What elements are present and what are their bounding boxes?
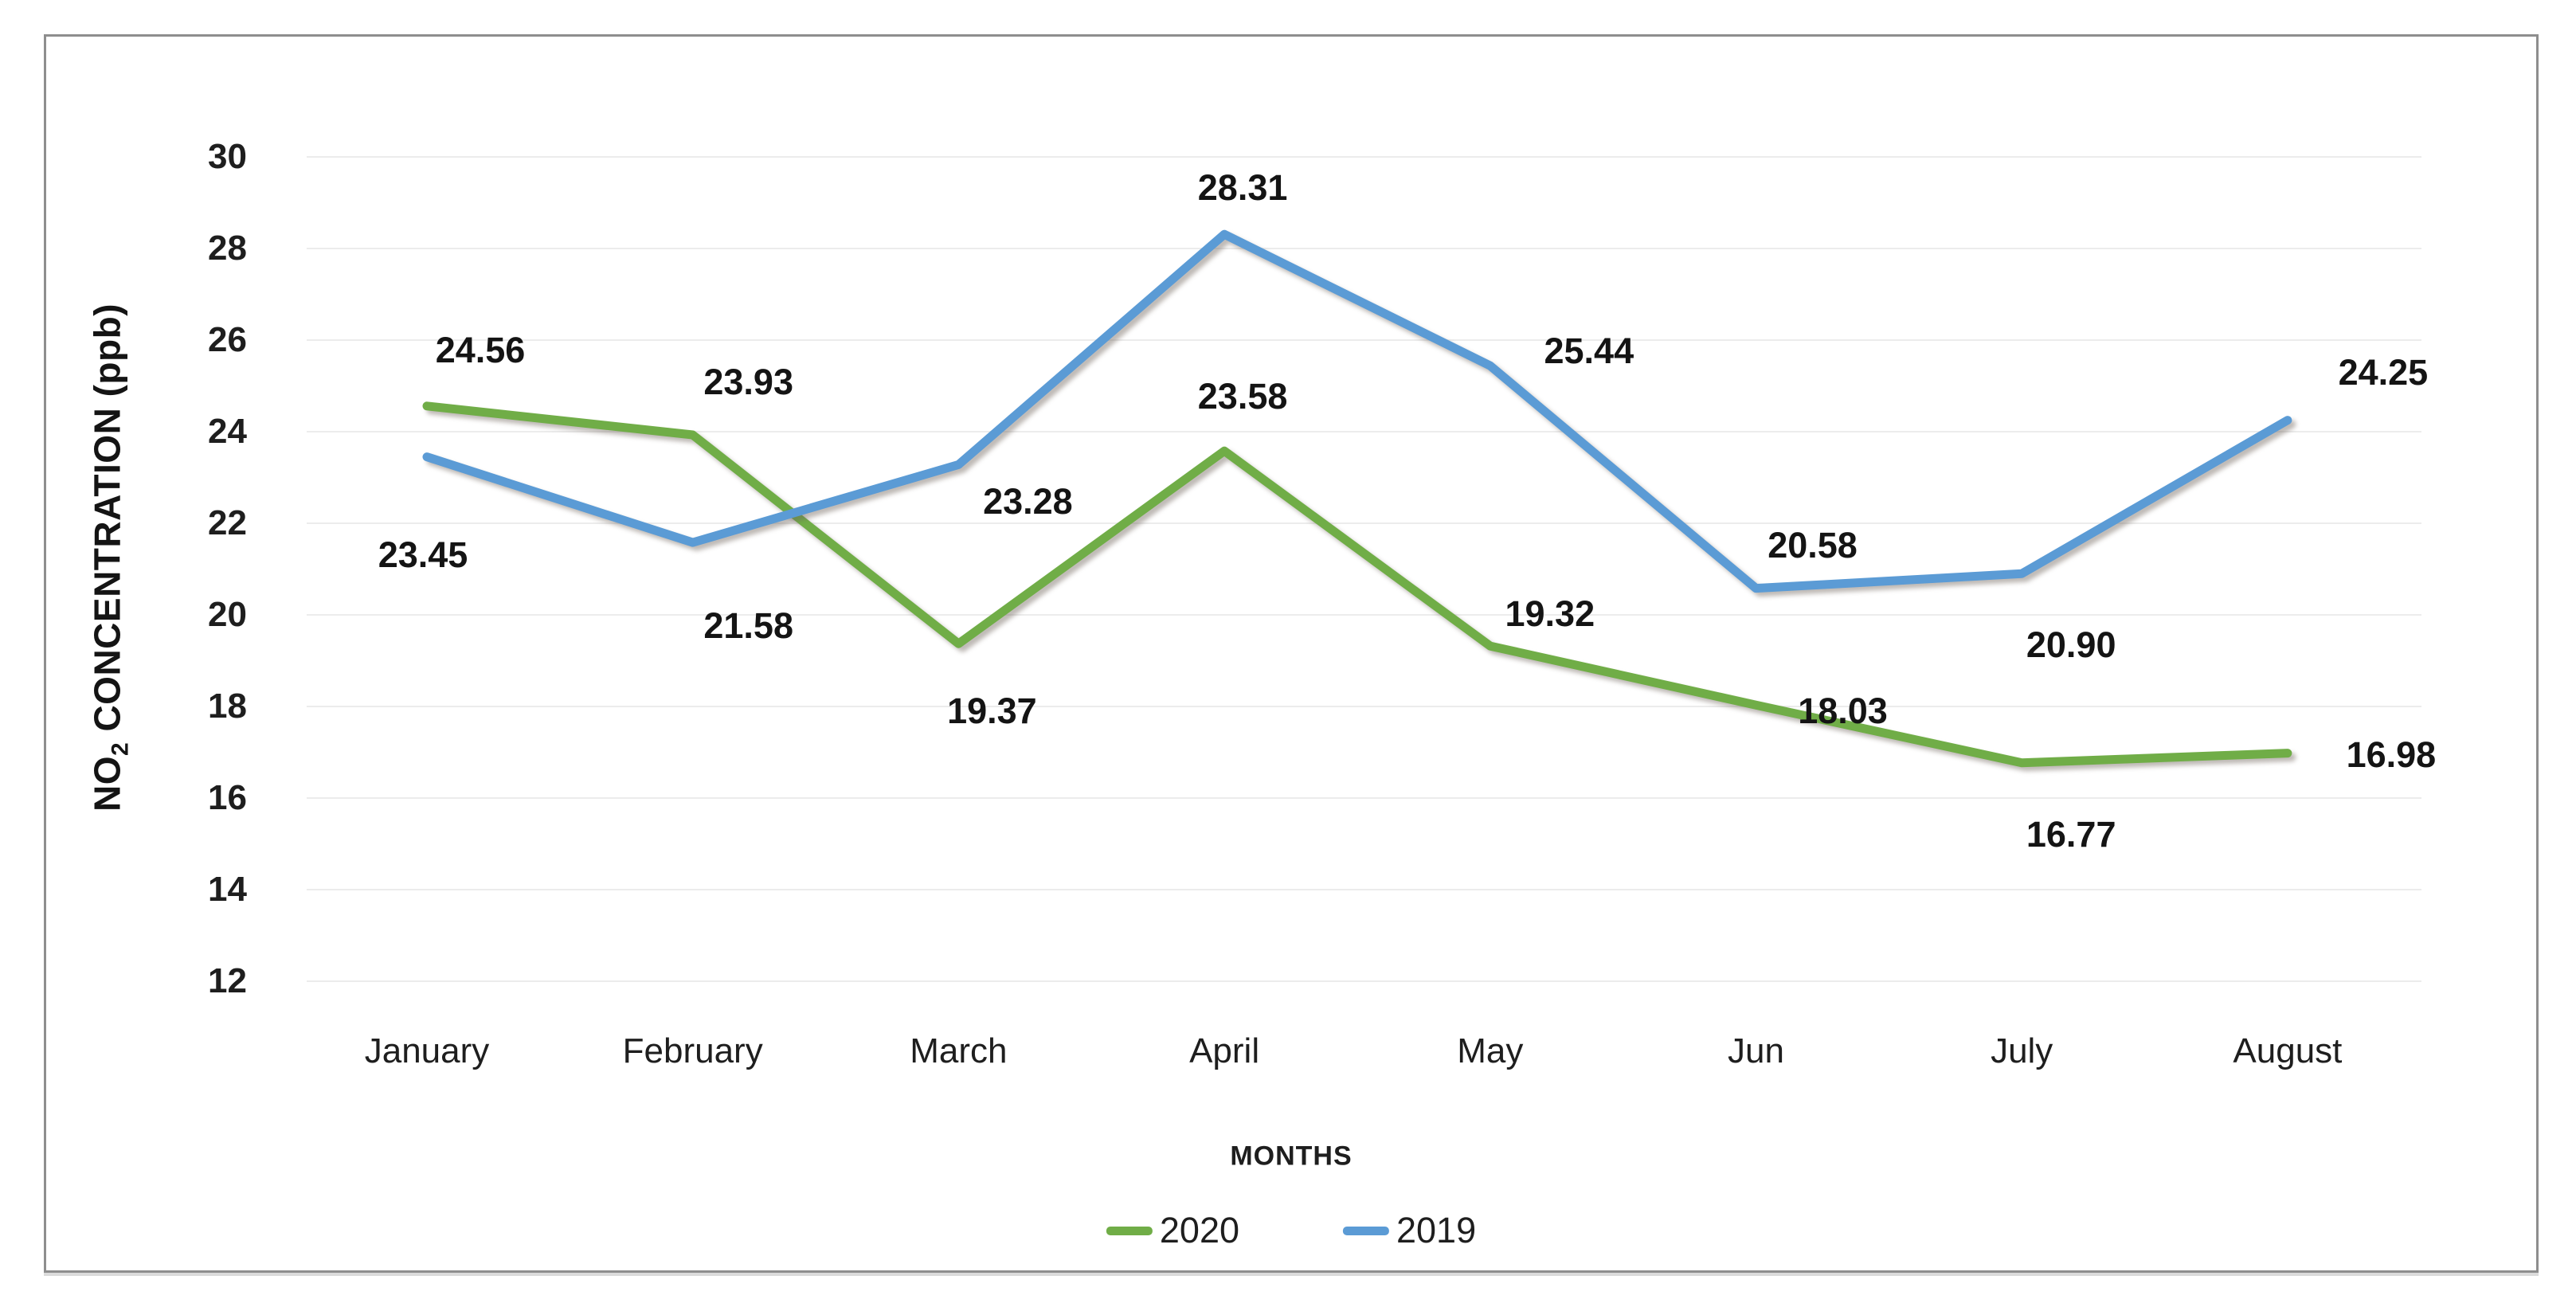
- legend-label-2020: 2020: [1159, 1210, 1239, 1250]
- data-label-2020: 24.56: [435, 329, 526, 370]
- data-label-2019: 20.90: [2026, 624, 2116, 666]
- chart-frame: [44, 34, 2539, 1273]
- y-tick-label: 12: [208, 961, 247, 1000]
- y-tick-label: 20: [208, 595, 247, 634]
- x-tick-label: March: [910, 1031, 1008, 1070]
- data-label-2019: 25.44: [1544, 331, 1634, 372]
- legend-item-2019: 2019: [1343, 1210, 1476, 1251]
- y-tick-label: 28: [208, 229, 247, 268]
- x-tick-label: Jun: [1728, 1031, 1784, 1070]
- y-axis-title: NO2 CONCENTRATION (ppb): [85, 303, 134, 812]
- data-label-2019: 23.28: [983, 481, 1073, 522]
- data-label-2020: 19.37: [947, 691, 1037, 732]
- x-tick-label: April: [1189, 1031, 1260, 1070]
- data-label-2020: 16.98: [2346, 734, 2437, 775]
- y-tick-label: 26: [208, 320, 247, 359]
- legend-item-2020: 2020: [1106, 1210, 1239, 1251]
- series-line-2020: [422, 401, 2292, 768]
- data-label-2019: 23.45: [378, 534, 468, 575]
- y-axis-title-subscript: 2: [107, 742, 134, 757]
- y-axis-title-prefix: NO: [86, 756, 128, 812]
- y-tick-label: 22: [208, 503, 247, 542]
- y-tick-label: 30: [208, 137, 247, 176]
- x-tick-label: May: [1457, 1031, 1524, 1070]
- y-tick-label: 18: [208, 687, 247, 726]
- legend: 2020 2019: [1106, 1210, 1476, 1251]
- x-axis-title: MONTHS: [1230, 1141, 1353, 1172]
- data-label-2019: 21.58: [703, 605, 793, 647]
- data-label-2020: 19.32: [1505, 593, 1595, 635]
- data-label-2020: 16.77: [2026, 813, 2116, 855]
- data-label-2020: 18.03: [1798, 691, 1888, 732]
- data-label-2019: 28.31: [1197, 167, 1288, 209]
- legend-label-2019: 2019: [1396, 1210, 1477, 1250]
- x-tick-label: July: [1991, 1031, 2053, 1070]
- data-label-2020: 23.58: [1197, 376, 1288, 417]
- series-line-2019: [422, 229, 2292, 593]
- legend-swatch-2019: [1343, 1226, 1389, 1235]
- y-axis-title-suffix: CONCENTRATION (ppb): [86, 303, 128, 742]
- data-label-2019: 20.58: [1768, 524, 1858, 565]
- y-tick-label: 24: [208, 412, 247, 451]
- legend-swatch-2020: [1106, 1226, 1153, 1235]
- data-label-2019: 24.25: [2338, 351, 2429, 393]
- x-tick-label: August: [2233, 1031, 2343, 1070]
- y-tick-label: 14: [208, 870, 247, 909]
- y-tick-label: 16: [208, 778, 247, 817]
- x-tick-label: January: [364, 1031, 490, 1070]
- x-tick-label: February: [622, 1031, 763, 1070]
- data-label-2020: 23.93: [703, 362, 793, 403]
